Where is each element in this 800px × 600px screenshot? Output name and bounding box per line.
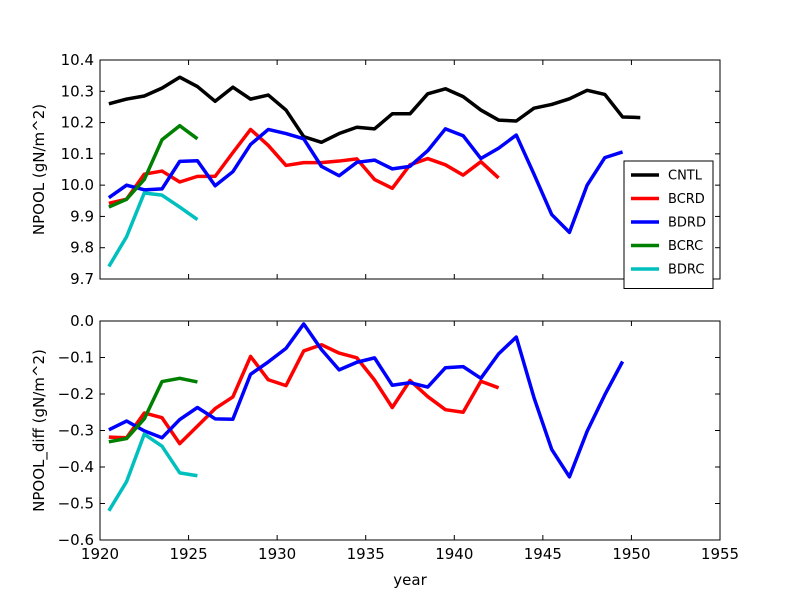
y-tick-label: 0.0	[70, 312, 94, 330]
series-line-bcrc	[108, 123, 199, 209]
subplot-1: 9.7 9.8 9.9 10.0 10.1 10.2 10.3 10.4 NPOOL (gN/m…	[30, 51, 721, 289]
legend-label: BDRC	[668, 263, 704, 278]
y-tick-label: −0.3	[58, 422, 94, 440]
y-tick-label: 10.2	[61, 114, 94, 132]
x-tick-label: 1945	[524, 545, 562, 563]
y-tick-label: −0.5	[58, 495, 94, 513]
y-tick-label: 9.7	[70, 270, 94, 288]
y-axis-label: NPOOL (gN/m^2)	[30, 104, 48, 235]
series-line-bdrc	[107, 432, 198, 512]
x-tick-label: 1955	[701, 545, 739, 563]
series-line-bcrc	[108, 376, 198, 444]
series-line-bdrd	[108, 322, 625, 479]
series-line-bcrd	[108, 342, 500, 446]
legend-label: BDRD	[668, 216, 706, 231]
series-line-bdrc	[107, 191, 199, 268]
axes-frame	[99, 59, 721, 280]
y-tick-label: −0.6	[58, 531, 94, 549]
x-tick-label: 1930	[258, 545, 296, 563]
subplot-2: 1920 1925 1930 1935 1940 1945 1950 1955 −0.6 −0.5…	[30, 312, 739, 589]
y-tick-label: −0.1	[58, 349, 94, 367]
legend-label: CNTL	[668, 169, 703, 184]
y-tick-label: 10.1	[61, 145, 94, 163]
y-tick-label: 9.9	[70, 207, 94, 225]
y-tick-label: 9.8	[70, 239, 94, 257]
y-axis-label: NPOOL_diff (gN/m^2)	[30, 349, 49, 512]
x-tick-label: 1935	[347, 545, 385, 563]
x-tick-label: 1940	[435, 545, 473, 563]
x-tick-label: 1920	[81, 545, 119, 563]
y-tick-label: 10.3	[61, 82, 94, 100]
x-tick-label: 1950	[612, 545, 650, 563]
y-tick-label: 10.0	[61, 176, 94, 194]
series-line-bdrd	[107, 127, 624, 235]
y-tick-label: −0.2	[58, 385, 94, 403]
legend-label: BCRC	[668, 239, 703, 254]
y-tick-label: −0.4	[58, 458, 94, 476]
y-tick-label: 10.4	[61, 51, 94, 69]
series-line-bcrd	[108, 127, 500, 205]
legend: CNTL BCRD BDRD BCRC BDRC	[623, 160, 714, 289]
x-tick-label: 1925	[169, 545, 207, 563]
legend-label: BCRD	[668, 192, 705, 207]
x-axis-label: year	[393, 571, 427, 589]
series-line-cntl	[108, 75, 641, 145]
